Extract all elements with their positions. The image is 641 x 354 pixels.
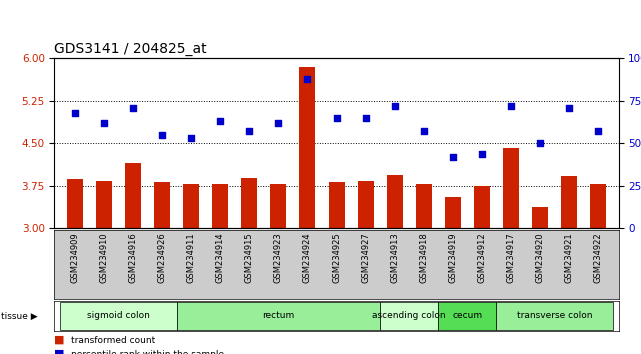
Point bbox=[70, 110, 80, 116]
Point bbox=[593, 129, 603, 134]
Text: GDS3141 / 204825_at: GDS3141 / 204825_at bbox=[54, 42, 207, 56]
Text: percentile rank within the sample: percentile rank within the sample bbox=[71, 350, 224, 354]
Text: GSM234909: GSM234909 bbox=[71, 232, 79, 283]
Point bbox=[303, 76, 313, 82]
Point bbox=[244, 129, 254, 134]
Bar bbox=[299, 67, 315, 228]
Point bbox=[128, 105, 138, 110]
Text: GSM234920: GSM234920 bbox=[536, 232, 545, 283]
Bar bbox=[329, 182, 344, 228]
Bar bbox=[358, 181, 374, 228]
Text: GSM234916: GSM234916 bbox=[128, 232, 137, 283]
Bar bbox=[561, 176, 577, 228]
Text: transformed count: transformed count bbox=[71, 336, 154, 345]
Bar bbox=[438, 302, 496, 330]
Bar bbox=[241, 178, 257, 228]
Text: GSM234910: GSM234910 bbox=[99, 232, 108, 283]
Bar bbox=[177, 302, 380, 330]
Text: rectum: rectum bbox=[262, 312, 294, 320]
Bar bbox=[96, 181, 112, 228]
Point bbox=[273, 120, 283, 126]
Text: GSM234923: GSM234923 bbox=[274, 232, 283, 283]
Text: GSM234918: GSM234918 bbox=[419, 232, 428, 283]
Text: GSM234912: GSM234912 bbox=[478, 232, 487, 283]
Bar bbox=[67, 179, 83, 228]
Bar bbox=[590, 184, 606, 228]
Text: GSM234915: GSM234915 bbox=[245, 232, 254, 283]
Point bbox=[157, 132, 167, 138]
Text: cecum: cecum bbox=[453, 312, 483, 320]
Bar bbox=[380, 302, 438, 330]
Text: transverse colon: transverse colon bbox=[517, 312, 592, 320]
Text: GSM234927: GSM234927 bbox=[361, 232, 370, 283]
Point bbox=[535, 141, 545, 146]
Text: GSM234924: GSM234924 bbox=[303, 232, 312, 283]
Text: tissue ▶: tissue ▶ bbox=[1, 312, 38, 320]
Text: GSM234921: GSM234921 bbox=[565, 232, 574, 283]
Bar bbox=[154, 182, 170, 228]
Text: ■: ■ bbox=[54, 335, 69, 344]
Bar bbox=[445, 197, 461, 228]
Text: GSM234913: GSM234913 bbox=[390, 232, 399, 283]
Text: GSM234917: GSM234917 bbox=[506, 232, 515, 283]
Point bbox=[99, 120, 109, 126]
Bar bbox=[212, 184, 228, 228]
Bar bbox=[125, 163, 141, 228]
Text: GSM234911: GSM234911 bbox=[187, 232, 196, 283]
Point bbox=[564, 105, 574, 110]
Bar bbox=[503, 148, 519, 228]
Bar bbox=[496, 302, 613, 330]
Point bbox=[506, 103, 516, 109]
Text: GSM234926: GSM234926 bbox=[158, 232, 167, 283]
Bar bbox=[183, 184, 199, 228]
Point bbox=[331, 115, 342, 121]
Text: ■: ■ bbox=[54, 349, 69, 354]
Text: GSM234922: GSM234922 bbox=[594, 232, 603, 283]
Point bbox=[477, 151, 487, 156]
Text: sigmoid colon: sigmoid colon bbox=[87, 312, 150, 320]
Point bbox=[360, 115, 370, 121]
Point bbox=[390, 103, 400, 109]
Point bbox=[419, 129, 429, 134]
Bar bbox=[416, 184, 432, 228]
Text: ascending colon: ascending colon bbox=[372, 312, 446, 320]
Bar bbox=[387, 175, 403, 228]
Bar bbox=[532, 207, 548, 228]
Text: GSM234925: GSM234925 bbox=[332, 232, 341, 283]
Bar bbox=[60, 302, 177, 330]
Point bbox=[215, 119, 226, 124]
Text: GSM234919: GSM234919 bbox=[448, 232, 457, 283]
Text: GSM234914: GSM234914 bbox=[216, 232, 225, 283]
Bar bbox=[474, 186, 490, 228]
Point bbox=[447, 154, 458, 160]
Bar bbox=[271, 184, 287, 228]
Point bbox=[186, 136, 196, 141]
